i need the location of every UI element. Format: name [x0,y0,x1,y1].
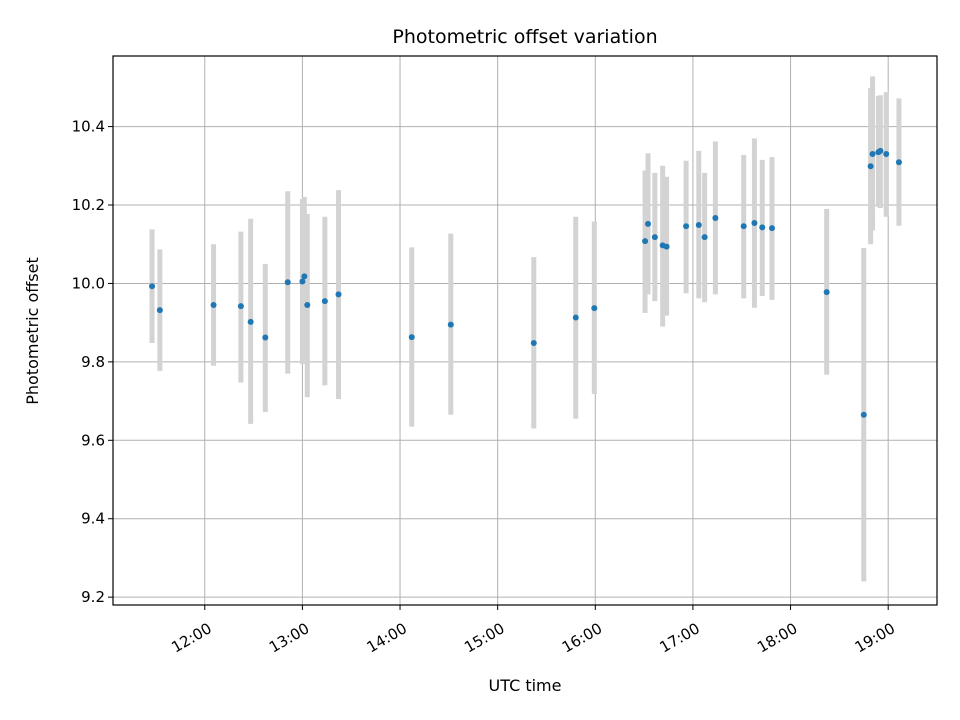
y-axis: 9.2 9.4 9.6 9.8 10.0 10.2 10.4 [72,118,113,606]
data-point [651,234,658,241]
data-point [860,411,867,418]
y-tick-label: 9.4 [81,510,105,528]
y-tick-label: 10.2 [72,196,105,214]
data-point [823,289,830,296]
data-point [262,334,269,341]
data-point [895,159,902,166]
data-point [877,147,884,154]
data-point [156,307,163,314]
data-point [869,151,876,158]
data-point [695,222,702,229]
data-point [751,220,758,227]
data-point [149,283,156,290]
data-point [712,214,719,221]
data-point [769,225,776,232]
y-tick-label: 9.2 [81,588,105,606]
data-point [304,302,311,309]
data-point [237,303,244,310]
data-point [247,318,254,325]
data-point [299,278,306,285]
data-point [447,321,454,328]
y-tick-label: 10.4 [72,118,105,136]
y-axis-label: Photometric offset [23,257,42,405]
data-point [740,223,747,230]
data-point [663,243,670,250]
data-point [321,298,328,305]
y-tick-label: 9.6 [81,431,105,449]
data-point [301,273,308,280]
x-axis-label: UTC time [489,676,562,695]
data-point [284,279,291,286]
data-point [530,340,537,347]
data-point [883,151,890,158]
data-points [149,147,902,418]
data-point [759,224,766,231]
data-point [645,220,652,227]
plot-frame [112,55,938,606]
data-point [867,163,874,170]
y-tick-label: 9.8 [81,353,105,371]
chart-title: Photometric offset variation [392,26,657,48]
data-point [701,234,708,241]
data-point [210,302,217,309]
data-point [683,223,690,230]
data-point [642,238,649,245]
y-tick-label: 10.0 [72,274,105,292]
data-point [335,291,342,298]
data-point [408,334,415,341]
data-point [591,305,598,312]
data-point [572,314,579,321]
